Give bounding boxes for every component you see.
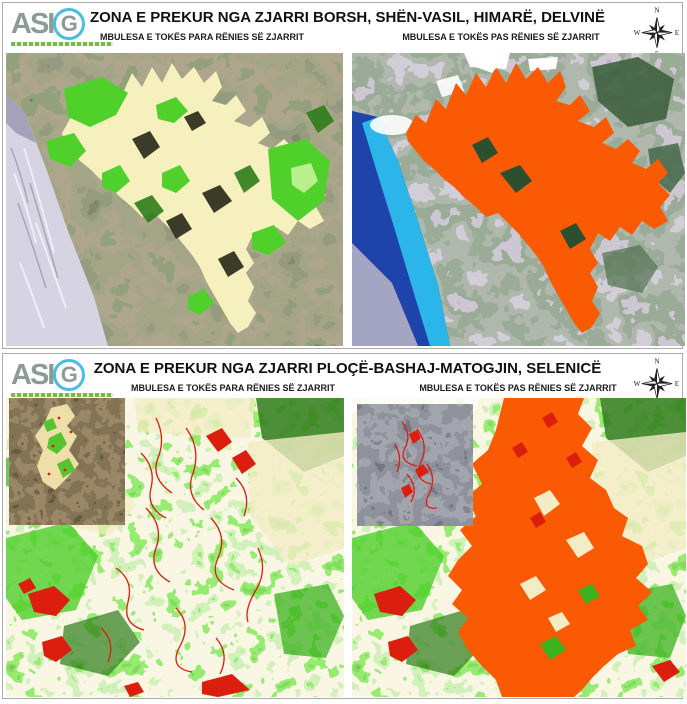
burn-scar-after-shape [448,398,652,697]
fire-perimeter-lines [100,417,264,675]
asig-logo-tagline [11,42,113,46]
burned-patches [374,412,680,682]
map-subtitle-after-fire: MBULESA E TOKËS PAS RËNIES SË ZJARRIT [402,32,600,42]
svg-text:W: W [634,380,641,388]
burn-scar-after-shape [406,63,670,333]
map-subtitle-before-fire: MBULESA E TOKËS PARA RËNIES SË ZJARRIT [99,32,305,42]
asig-logo: ASI G [11,8,121,46]
fire-map-sheet-borsh: ASI G ZONA E PREKUR NGA ZJARRI BORSH, SH… [2,2,685,349]
asig-logo-ring: G [53,8,86,40]
compass-rose-icon: N W E S [633,3,681,59]
asig-logo: ASI G [11,359,121,397]
fire-map-sheet-ploce: ASI G ZONA E PREKUR NGA ZJARRI PLOÇË-BAS… [2,353,686,699]
svg-text:W: W [634,29,641,37]
map-after-ploce [352,398,686,697]
inset-satellite-before [9,398,125,525]
map-before-ploce [6,398,344,697]
map-subtitle-before-fire: MBULESA E TOKËS PARA RËNIES SË ZJARRIT [130,383,336,393]
svg-text:N: N [654,7,660,15]
inset-satellite-after [357,404,473,526]
map-before-borsh [6,53,343,346]
map-after-borsh [352,53,685,346]
asig-logo-text: ASI [11,8,55,40]
page-title: ZONA E PREKUR NGA ZJARRI BORSH, SHËN-VAS… [89,9,606,26]
asig-logo-tagline [11,393,113,397]
burn-scar-before-shape [62,63,326,333]
asig-logo-text: ASI [11,359,55,391]
svg-text:E: E [675,380,680,388]
burned-patches [18,428,256,697]
svg-text:N: N [654,358,660,366]
asig-logo-ring: G [53,359,86,391]
map-subtitle-after-fire: MBULESA E TOKËS PAS RËNIES SË ZJARRIT [419,383,617,393]
svg-text:E: E [675,29,680,37]
page-title: ZONA E PREKUR NGA ZJARRI PLOÇË-BASHAJ-MA… [93,360,602,377]
